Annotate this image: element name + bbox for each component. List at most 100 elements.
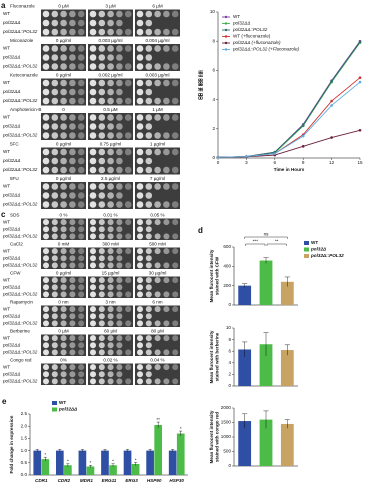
concentration: 0 µg/ml: [56, 73, 71, 78]
colony-spot: [98, 277, 105, 284]
y-axis-label: Fold change in expression: [9, 415, 14, 473]
colony-spot: [163, 97, 170, 105]
colony-spot: [77, 97, 85, 105]
colony-spot: [145, 79, 153, 87]
strain-label: pol32ΔΔ::POL32: [2, 167, 38, 172]
colony-spot: [125, 320, 132, 327]
colony-spot: [89, 88, 97, 96]
significance-label: *: [112, 458, 114, 463]
colony-spot: [98, 371, 105, 378]
colony-spot: [98, 132, 106, 139]
colony-spot: [116, 219, 123, 226]
colony-spot: [116, 114, 123, 121]
colony-spot: [116, 79, 123, 87]
strain-label: pol32ΔΔ: [2, 371, 20, 376]
colony-spot: [107, 313, 114, 320]
colony-spot: [77, 19, 85, 27]
colony-spot: [116, 291, 123, 298]
colony-spot: [136, 63, 144, 70]
bar: [86, 466, 95, 475]
colony-spot: [69, 371, 76, 378]
strain-label: pol32ΔΔ::POL32: [2, 350, 38, 355]
colony-spot: [98, 54, 106, 61]
colony-spot: [107, 226, 114, 233]
colony-spot: [60, 349, 67, 356]
concentration: 15 µg/ml: [102, 271, 120, 276]
y-tick-label: 2: [212, 126, 215, 131]
drug-name: Berberine: [10, 329, 30, 334]
colony-spot: [107, 335, 114, 342]
colony-spot: [116, 226, 123, 233]
colony-spot: [136, 233, 144, 240]
colony-spot: [51, 45, 59, 52]
colony-spot: [98, 183, 106, 190]
colony-spot: [69, 79, 76, 87]
colony-spot: [145, 226, 152, 233]
y-tick-label: 4: [212, 97, 215, 102]
colony-spot: [107, 255, 114, 262]
colony-spot: [42, 54, 50, 61]
colony-spot: [145, 201, 153, 208]
colony-spot: [42, 226, 50, 233]
panel-label: e: [2, 397, 7, 406]
colony-spot: [60, 157, 67, 165]
strain-label: pol32ΔΔ: [2, 255, 20, 260]
colony-spot: [89, 148, 97, 156]
colony-spot: [78, 320, 85, 327]
colony-spot: [98, 114, 106, 121]
concentration: 6 nm: [152, 300, 162, 305]
colony-spot: [154, 166, 161, 174]
strain-label: WT: [3, 46, 10, 51]
data-point: [216, 155, 220, 159]
colony-spot: [107, 262, 114, 269]
colony-spot: [77, 10, 85, 18]
colony-spot: [125, 349, 132, 356]
drug-name: Rapamycin: [10, 300, 33, 305]
colony-spot: [124, 63, 132, 70]
data-point: [358, 128, 362, 132]
strain-label: pol32ΔΔ: [2, 158, 20, 163]
colony-spot: [136, 132, 144, 139]
colony-spot: [42, 157, 50, 165]
legend-label: pol32ΔΔ: [232, 21, 250, 26]
colony-spot: [154, 97, 161, 105]
colony-spot: [163, 306, 170, 313]
concentration: 1 µM: [152, 107, 162, 112]
colony-spot: [163, 262, 170, 269]
colony-spot: [69, 226, 76, 233]
data-point: [330, 136, 333, 139]
bar: [41, 459, 50, 475]
colony-spot: [107, 277, 114, 284]
colony-spot: [60, 262, 67, 269]
significance-bracket: [244, 236, 288, 239]
y-tick-label: 10: [226, 325, 232, 330]
colony-spot: [163, 378, 170, 385]
legend-marker: [224, 28, 228, 32]
concentration: 0.75 µg/ml: [100, 142, 122, 147]
colony-spot: [98, 19, 106, 27]
colony-spot: [107, 10, 114, 18]
concentration: 2.5 µg/ml: [101, 176, 120, 181]
colony-spot: [125, 219, 132, 226]
colony-spot: [116, 10, 123, 18]
colony-spot: [69, 114, 76, 121]
y-axis-label: Mean flurocent intensity: [209, 249, 214, 302]
colony-spot: [51, 183, 59, 190]
colony-spot: [154, 291, 161, 298]
colony-spot: [51, 364, 58, 371]
x-axis-label: Time in Hours: [274, 167, 305, 172]
colony-spot: [78, 306, 85, 313]
colony-spot: [116, 320, 123, 327]
concentration: 0.003 µg/ml: [145, 73, 169, 78]
legend-marker: [224, 22, 228, 25]
colony-spot: [51, 342, 58, 349]
colony-spot: [69, 88, 76, 96]
colony-spot: [116, 97, 123, 105]
significance-label: *: [90, 460, 92, 465]
strain-label: pol32ΔΔ::POL32: [2, 321, 38, 326]
colony-spot: [172, 219, 179, 226]
strain-label: WT: [3, 80, 10, 85]
colony-spot: [136, 262, 144, 269]
colony-spot: [136, 123, 144, 130]
colony-spot: [89, 63, 97, 70]
